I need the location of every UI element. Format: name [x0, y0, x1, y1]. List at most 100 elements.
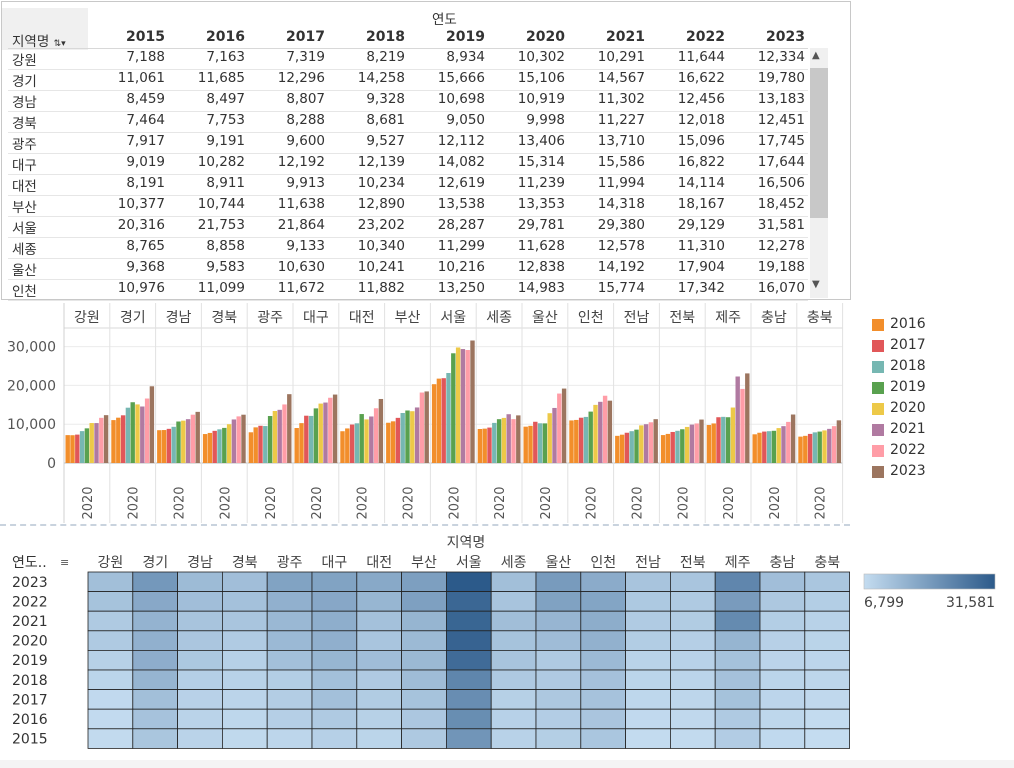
- bar-광주-2023[interactable]: [287, 394, 292, 463]
- heatmap-cell-인천-2022[interactable]: [580, 591, 626, 612]
- heatmap-cell-광주-2017[interactable]: [266, 689, 313, 710]
- bar-경기-2016[interactable]: [116, 417, 121, 463]
- bar-대구-2018[interactable]: [308, 415, 314, 463]
- bar-제주-2020[interactable]: [730, 407, 736, 463]
- heatmap-cell-충남-2021[interactable]: [759, 610, 806, 632]
- bar-강원-2022[interactable]: [99, 417, 104, 463]
- heatmap-cell-울산-2020[interactable]: [535, 630, 582, 651]
- sort-icon[interactable]: ⇅▾: [53, 39, 66, 49]
- bar-전남-2022[interactable]: [648, 422, 654, 463]
- bar-강원-2023[interactable]: [103, 415, 109, 463]
- heatmap-cell-서울-2019[interactable]: [445, 650, 492, 671]
- bar-경남-2022[interactable]: [190, 414, 196, 463]
- heatmap-cell-광주-2020[interactable]: [266, 630, 313, 651]
- bar-서울-2015[interactable]: [431, 384, 437, 463]
- heatmap-cell-경남-2020[interactable]: [177, 630, 223, 651]
- bar-광주-2022[interactable]: [282, 404, 287, 463]
- bar-부산-2016[interactable]: [390, 421, 396, 463]
- bar-경남-2023[interactable]: [195, 411, 200, 463]
- bar-경기-2017[interactable]: [120, 415, 126, 463]
- heatmap-cell-강원-2015[interactable]: [87, 728, 134, 749]
- heatmap-cell-경남-2017[interactable]: [177, 689, 223, 710]
- heatmap-cell-경남-2022[interactable]: [177, 591, 223, 612]
- bar-강원-2015[interactable]: [65, 435, 70, 463]
- heatmap-cell-광주-2018[interactable]: [266, 669, 313, 691]
- bar-강원-2020[interactable]: [89, 423, 94, 463]
- heatmap-cell-전남-2022[interactable]: [625, 591, 671, 612]
- heatmap-cell-강원-2023[interactable]: [87, 571, 134, 593]
- bar-울산-2017[interactable]: [533, 421, 538, 463]
- heatmap-cell-대전-2016[interactable]: [356, 708, 402, 730]
- heatmap-cell-강원-2020[interactable]: [87, 630, 134, 651]
- heatmap-cell-충남-2015[interactable]: [759, 728, 806, 749]
- bar-울산-2018[interactable]: [537, 423, 543, 463]
- heatmap-cell-서울-2017[interactable]: [445, 689, 492, 710]
- heatmap-cell-울산-2021[interactable]: [535, 610, 582, 632]
- heatmap-cell-경북-2019[interactable]: [221, 650, 268, 671]
- bar-세종-2023[interactable]: [516, 415, 521, 463]
- bar-충북-2015[interactable]: [798, 436, 803, 463]
- heatmap-cell-강원-2019[interactable]: [87, 650, 134, 671]
- heatmap-cell-부산-2016[interactable]: [401, 708, 447, 730]
- bar-강원-2018[interactable]: [79, 431, 85, 463]
- bar-대구-2020[interactable]: [318, 403, 323, 463]
- bar-인천-2016[interactable]: [574, 419, 579, 463]
- bar-경북-2023[interactable]: [241, 414, 246, 463]
- bar-강원-2016[interactable]: [70, 435, 75, 463]
- bar-광주-2020[interactable]: [272, 411, 278, 463]
- bar-서울-2022[interactable]: [465, 350, 470, 463]
- bar-광주-2015[interactable]: [248, 432, 254, 463]
- bar-충북-2023[interactable]: [836, 420, 842, 463]
- bar-전남-2018[interactable]: [629, 431, 634, 463]
- heatmap-cell-서울-2020[interactable]: [445, 630, 492, 651]
- bar-제주-2022[interactable]: [740, 388, 745, 463]
- heatmap-cell-대구-2019[interactable]: [311, 650, 358, 671]
- heatmap-cell-강원-2017[interactable]: [87, 689, 134, 710]
- bar-충남-2015[interactable]: [752, 434, 757, 463]
- bar-충북-2018[interactable]: [812, 432, 818, 463]
- heatmap-row-header[interactable]: 연도..: [12, 555, 47, 571]
- heatmap-cell-제주-2018[interactable]: [714, 669, 761, 691]
- bar-충남-2016[interactable]: [757, 432, 762, 463]
- bar-경남-2018[interactable]: [171, 426, 176, 463]
- heatmap-cell-충남-2019[interactable]: [759, 650, 806, 671]
- sort-icon[interactable]: ≡: [60, 556, 69, 569]
- bar-경기-2015[interactable]: [111, 420, 116, 463]
- heatmap-cell-광주-2022[interactable]: [266, 591, 313, 612]
- bar-경기-2021[interactable]: [140, 406, 145, 463]
- heatmap-cell-제주-2015[interactable]: [714, 728, 761, 749]
- heatmap-cell-경기-2018[interactable]: [132, 669, 179, 691]
- bar-서울-2018[interactable]: [446, 373, 451, 463]
- bar-전북-2017[interactable]: [670, 431, 675, 463]
- bar-충남-2023[interactable]: [790, 414, 796, 463]
- heatmap-cell-경기-2021[interactable]: [132, 610, 179, 632]
- bar-제주-2019[interactable]: [725, 417, 731, 463]
- heatmap-cell-전북-2023[interactable]: [670, 571, 716, 593]
- heatmap-cell-인천-2017[interactable]: [580, 689, 626, 710]
- heatmap-cell-서울-2015[interactable]: [445, 728, 492, 749]
- bar-세종-2020[interactable]: [501, 417, 507, 463]
- bar-서울-2021[interactable]: [460, 349, 466, 463]
- heatmap-cell-경북-2015[interactable]: [221, 728, 268, 749]
- bar-인천-2023[interactable]: [607, 400, 613, 463]
- bar-제주-2018[interactable]: [721, 416, 726, 463]
- bar-충북-2020[interactable]: [822, 430, 827, 463]
- heatmap-cell-대구-2015[interactable]: [311, 728, 358, 749]
- bar-충북-2017[interactable]: [807, 433, 813, 463]
- heatmap-cell-광주-2023[interactable]: [266, 571, 313, 593]
- heatmap-cell-전북-2018[interactable]: [670, 669, 716, 691]
- bar-경북-2019[interactable]: [222, 427, 227, 463]
- bar-부산-2015[interactable]: [386, 422, 391, 463]
- heatmap-cell-대전-2021[interactable]: [356, 610, 402, 632]
- bar-경북-2022[interactable]: [236, 416, 241, 463]
- heatmap-cell-세종-2023[interactable]: [490, 571, 537, 593]
- bar-부산-2017[interactable]: [395, 417, 401, 463]
- heatmap-cell-인천-2019[interactable]: [580, 650, 626, 671]
- bar-전북-2021[interactable]: [689, 424, 695, 463]
- bar-대전-2015[interactable]: [340, 431, 345, 463]
- bar-울산-2023[interactable]: [561, 388, 567, 463]
- bar-경기-2019[interactable]: [130, 402, 135, 463]
- heatmap-cell-경북-2023[interactable]: [221, 571, 268, 593]
- heatmap-cell-세종-2019[interactable]: [490, 650, 537, 671]
- heatmap-cell-전남-2015[interactable]: [625, 728, 671, 749]
